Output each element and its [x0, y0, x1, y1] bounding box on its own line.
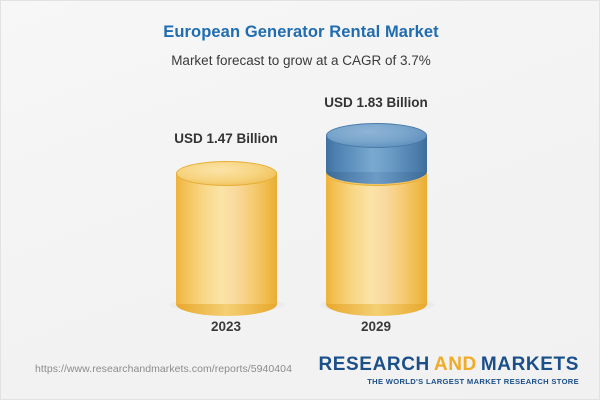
cylinder-body-2023 — [176, 173, 277, 304]
category-label-2029: 2029 — [360, 319, 392, 334]
cylinder-body-base-2029 — [326, 173, 427, 304]
logo-tagline: THE WORLD'S LARGEST MARKET RESEARCH STOR… — [367, 376, 579, 386]
logo-word-and: AND — [433, 354, 477, 375]
chart-subtitle: Market forecast to grow at a CAGR of 3.7… — [171, 53, 431, 68]
page-title: European Generator Rental Market — [163, 23, 439, 41]
cylinder-2023[interactable] — [176, 161, 277, 316]
cylinder-top-face-2029 — [326, 123, 427, 148]
footer: https://www.researchandmarkets.com/repor… — [1, 347, 599, 399]
data-label-2029: USD 1.83 Billion — [324, 95, 428, 110]
logo-wordmark: RESEARCH AND MARKETS — [318, 355, 579, 375]
category-label-2023: 2023 — [210, 319, 242, 334]
logo-word-research: RESEARCH — [318, 354, 430, 375]
cylinder-growth-2029[interactable] — [326, 123, 427, 186]
cylinder-top-face-2023 — [176, 161, 277, 186]
data-label-2023: USD 1.47 Billion — [174, 131, 278, 146]
research-and-markets-logo[interactable]: RESEARCH AND MARKETS THE WORLD'S LARGEST M… — [318, 355, 579, 386]
chart-plot-area: USD 1.47 Billion 2023 USD 1.83 Billion — [1, 1, 599, 349]
logo-word-markets: MARKETS — [480, 354, 579, 375]
report-url[interactable]: https://www.researchandmarkets.com/repor… — [35, 363, 292, 375]
